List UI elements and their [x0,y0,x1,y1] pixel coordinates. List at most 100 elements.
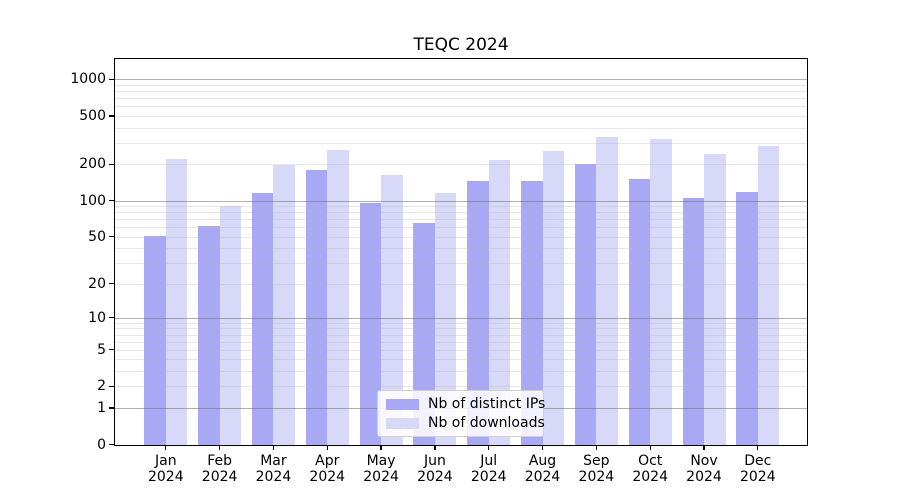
bar-distinct-ips [521,181,543,445]
gridline-minor [114,386,808,388]
gridline-minor [114,227,808,229]
x-tick-month: Dec [744,453,772,469]
x-tick-year: 2024 [739,469,776,485]
y-axis-tick-label: 100 [79,192,106,209]
x-tick-year: 2024 [417,469,453,485]
x-tick-year: 2024 [201,469,238,485]
gridline-minor [114,115,808,117]
y-axis-tick-label: 1000 [70,71,106,88]
x-tick-month: Mar [260,453,287,469]
x-axis-tick-label: Apr 2024 [295,453,359,485]
bar-distinct-ips [144,235,166,445]
x-axis-tick-mark [434,445,436,451]
x-tick-year: 2024 [632,469,668,485]
x-axis-tick-label: Aug 2024 [511,453,575,485]
y-axis-tick-mark [108,317,114,319]
x-axis-tick-label: Feb 2024 [188,453,252,485]
x-tick-month: Sep [583,453,610,469]
x-axis-tick-label: Mar 2024 [241,453,305,485]
gridline-minor [114,127,808,129]
y-axis-tick-label: 10 [88,309,106,326]
bar-distinct-ips [359,203,382,445]
x-axis-tick-mark [703,445,705,451]
x-tick-month: May [366,453,396,469]
y-axis-tick-label: 2 [97,378,106,395]
y-axis-tick-mark [108,199,114,202]
bar-downloads [219,205,242,445]
y-axis-tick-label: 500 [79,107,106,124]
legend-swatch-distinct-ips [386,398,419,410]
y-axis-tick-mark [108,443,114,446]
legend-label: Nb of distinct IPs [428,396,546,412]
gridline-minor [114,206,808,208]
x-tick-year: 2024 [363,469,399,485]
x-tick-year: 2024 [470,469,507,485]
bar-downloads [273,164,295,445]
gridline-minor [114,349,808,351]
x-axis-tick-mark [757,445,759,451]
gridline-minor [114,334,808,336]
bar-downloads [165,159,188,445]
gridline-minor [114,341,808,343]
legend-label: Nb of downloads [428,415,545,431]
y-axis-tick-label: 200 [79,156,106,173]
x-tick-year: 2024 [147,469,184,485]
gridline-minor [114,98,808,100]
legend-swatch-downloads [386,417,419,429]
y-axis-tick-mark [108,407,114,409]
y-axis-tick-mark [108,282,114,285]
gridline-minor [114,248,808,250]
x-tick-month: Jan [155,453,177,469]
y-axis-tick-mark [108,78,114,80]
y-axis-tick-mark [108,385,114,388]
gridline-minor [114,212,808,214]
gridline-minor [114,84,808,86]
x-axis-tick-mark [165,445,167,451]
bar-distinct-ips [413,223,435,445]
bar-distinct-ips [574,164,597,445]
y-axis-tick-label: 0 [97,436,106,453]
x-axis-tick-mark [218,445,221,451]
bar-downloads [757,146,780,445]
x-axis-tick-label: Jan 2024 [134,453,198,485]
x-axis-tick-mark [541,445,544,451]
x-axis-tick-mark [380,445,382,451]
gridline-major [114,317,808,319]
bar-distinct-ips [682,198,704,445]
x-axis-tick-label: Dec 2024 [726,453,790,485]
bar-downloads [327,150,349,445]
x-axis-tick-label: Jul 2024 [457,453,521,485]
x-tick-month: Aug [528,453,557,469]
x-axis-tick-label: Nov 2024 [672,453,736,485]
plot-area [114,58,808,445]
legend: Nb of distinct IPs Nb of downloads [377,390,545,437]
legend-entry: Nb of downloads [386,415,545,431]
x-axis-tick-mark [272,445,275,451]
gridline-minor [114,328,808,330]
bar-downloads [542,150,565,445]
gridline-major [114,79,808,81]
gridline-major [114,200,808,202]
y-axis-tick-label: 1 [97,399,106,416]
x-tick-month: Jun [423,453,446,469]
legend-entry: Nb of distinct IPs [386,396,545,412]
chart-title: TEQC 2024 [413,35,509,55]
bar-distinct-ips [305,169,328,445]
gridline-minor [114,106,808,108]
gridline-minor [114,322,808,324]
bar-distinct-ips [467,181,489,445]
bar-distinct-ips [628,179,651,445]
x-axis-tick-label: Sep 2024 [564,453,628,485]
gridline-minor [114,142,808,144]
x-tick-year: 2024 [686,469,722,485]
gridline-minor [114,359,808,361]
gridline-minor [114,371,808,373]
x-axis-tick-label: Oct 2024 [618,453,682,485]
bar-downloads [650,139,672,445]
x-axis-tick-mark [326,445,328,451]
x-tick-month: Nov [690,453,718,469]
y-axis-tick-mark [108,115,114,117]
y-axis-tick-label: 5 [97,341,106,358]
y-axis-tick-mark [108,163,114,165]
bar-distinct-ips [198,226,220,445]
